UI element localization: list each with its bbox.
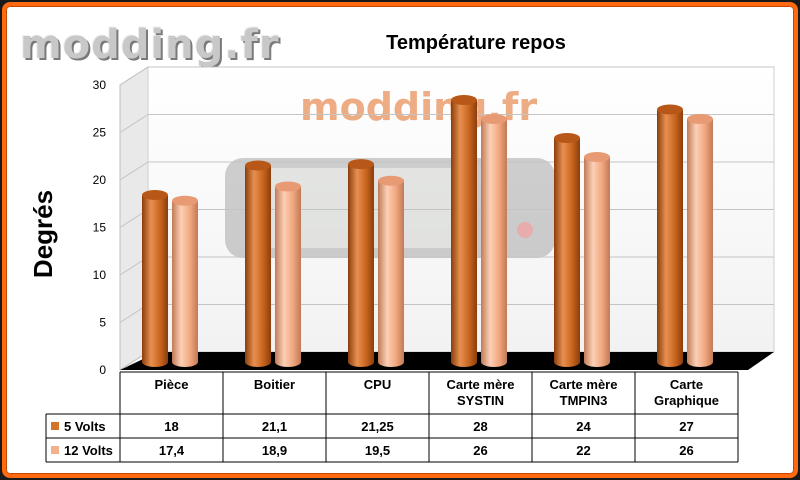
bar-top [687,114,713,124]
bar-top [348,159,374,170]
bar-body [172,200,198,362]
data-label: 21,25 [361,419,394,434]
gridline-side [119,114,149,133]
bar-top [245,160,271,171]
data-label: 27 [679,419,693,434]
bar-body [554,138,580,362]
bar-top [554,133,580,143]
legend-swatch [51,422,59,430]
bar-base [378,357,404,367]
bar [687,114,713,367]
bar-base [275,357,301,367]
bar-top [481,114,507,124]
bar-body [451,100,477,362]
bar-body [275,186,301,362]
bar-base [657,357,683,367]
bar-top [142,190,168,200]
bar-body [657,109,683,362]
bar-base [245,357,271,367]
bar-base [554,357,580,367]
bar-top [451,95,477,105]
bar-top [275,181,301,192]
data-label: 19,5 [365,443,390,458]
bar [348,159,374,367]
y-tick-label: 15 [93,221,107,235]
x-tick-label: Boitier [254,377,295,392]
bar-base [348,357,374,367]
data-label: 28 [473,419,487,434]
bar [275,181,301,367]
bar-body [348,164,374,362]
y-tick-label: 20 [93,173,107,187]
y-tick-label: 30 [93,78,107,92]
bar [584,152,610,367]
bar-body [378,180,404,362]
data-label: 21,1 [262,419,287,434]
data-label: 22 [576,443,590,458]
bar-top [172,195,198,206]
bar-base [451,357,477,367]
y-tick-label: 10 [93,268,107,282]
site-watermark: modding.fr [20,22,280,68]
y-tick-label: 0 [99,363,106,377]
data-label: 26 [473,443,487,458]
x-tick-label: Carte mère SYSTIN [447,377,515,408]
y-tick-label: 25 [93,126,107,140]
chart-title: Température repos [386,32,566,54]
x-tick-label: Carte Graphique [654,377,719,408]
bar-body [687,119,713,362]
bar [481,114,507,367]
bar-base [172,357,198,367]
bar-top [584,152,610,162]
legend-swatch [51,446,59,454]
gridline-side [119,161,149,181]
data-label: 17,4 [159,443,185,458]
x-tick-label: Pièce [155,377,189,392]
data-label: 24 [576,419,591,434]
bar-base [481,357,507,367]
bar-top [378,175,404,186]
bar-top [657,104,683,115]
bar [451,95,477,367]
bar [554,133,580,367]
bar [378,175,404,367]
bar-body [142,195,168,362]
legend-label: 5 Volts [64,419,106,434]
bar-body [584,157,610,362]
bar [657,104,683,367]
data-label: 18 [164,419,178,434]
legend-label: 12 Volts [64,443,113,458]
bar [245,160,271,367]
gridline-side [119,66,149,86]
bar-base [584,357,610,367]
bar-base [687,357,713,367]
bar-body [245,165,271,362]
x-tick-label: Carte mère TMPIN3 [550,377,618,408]
data-label: 18,9 [262,443,287,458]
x-tick-label: CPU [364,377,391,392]
y-tick-label: 5 [99,316,106,330]
bar [142,190,168,367]
data-label: 26 [679,443,693,458]
bar-base [142,357,168,367]
bar-body [481,119,507,362]
bar [172,195,198,367]
